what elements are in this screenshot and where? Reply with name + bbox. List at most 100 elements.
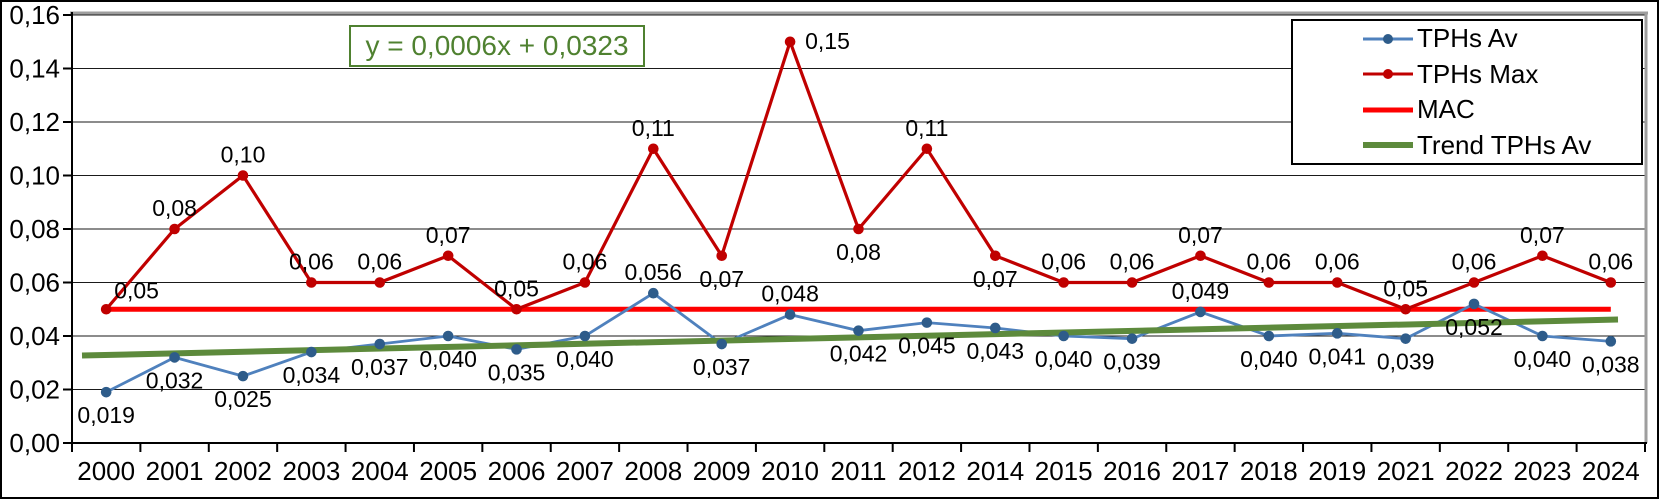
tphs-av-data-label: 0,019 [77, 402, 135, 428]
tphs-av-point [1468, 298, 1480, 310]
tphs-max-data-label: 0,08 [836, 239, 881, 265]
x-tick-label: 2016 [1103, 456, 1161, 486]
tphs-max-point [579, 277, 591, 288]
tphs-max-point [511, 303, 522, 315]
tphs-max-point [989, 250, 1001, 262]
tphs-max-point [237, 170, 249, 181]
x-tick-label: 2015 [1035, 456, 1093, 486]
tphs-max-data-label: 0,05 [494, 275, 539, 301]
tphs-av-point [511, 344, 522, 355]
y-tick-label: 0,08 [9, 214, 60, 244]
legend-item-mac: MAC [1362, 94, 1641, 125]
legend-label-trend-tphs-av: Trend TPHs Av [1417, 129, 1592, 160]
x-tick-label: 2014 [966, 456, 1024, 486]
tphs-max-data-label: 0,07 [699, 266, 744, 292]
legend-item-trend-tphs-av: Trend TPHs Av [1362, 130, 1641, 160]
tphs-av-data-label: 0,034 [283, 362, 341, 388]
tphs-max-point [1195, 250, 1206, 262]
tphs-av-point [169, 352, 180, 363]
tphs-av-point [784, 309, 796, 320]
tphs-max-data-label: 0,06 [1588, 249, 1633, 275]
tphs-av-data-label: 0,041 [1308, 343, 1366, 369]
tphs-max-point [853, 223, 864, 235]
tphs-max-point [306, 277, 317, 288]
tphs-av-data-label: 0,056 [625, 259, 683, 285]
tphs-av-point [442, 330, 454, 342]
tphs-max-data-label: 0,08 [152, 195, 197, 221]
tphs-max-point [374, 277, 386, 288]
tphs-av-data-label: 0,045 [898, 333, 956, 359]
tphs-av-point [1126, 333, 1138, 344]
legend-sample-mac [1363, 107, 1413, 113]
tphs-max-point [716, 250, 728, 262]
legend-label-tphs-max: TPHs Max [1417, 58, 1539, 89]
x-tick-label: 2001 [146, 456, 204, 486]
tphs-max-point [648, 143, 659, 155]
tphs-av-data-label: 0,032 [146, 367, 204, 393]
tphs-av-point [1331, 328, 1343, 339]
tphs-max-data-label: 0,06 [1246, 249, 1291, 275]
y-tick-label: 0,12 [9, 107, 60, 137]
tphs-max-point [1058, 277, 1069, 288]
tphs-max-data-label: 0,07 [1178, 222, 1223, 248]
tphs-max-point [1331, 277, 1343, 288]
x-tick-label: 2004 [351, 456, 409, 486]
tphs-av-point [1605, 336, 1617, 347]
legend-sample-tphs-av [1363, 33, 1413, 44]
x-tick-label: 2023 [1513, 456, 1571, 486]
tphs-max-point [1468, 277, 1480, 288]
tphs-max-point [100, 303, 112, 315]
tphs-max-data-label: 0,07 [426, 222, 471, 248]
y-tick-label: 0,10 [9, 161, 60, 191]
tphs-av-data-label: 0,040 [1240, 346, 1298, 372]
y-tick-label: 0,14 [9, 54, 60, 84]
tphs-av-data-label: 0,040 [1035, 346, 1093, 372]
x-tick-label: 2019 [1308, 456, 1366, 486]
tphs-av-point [579, 330, 591, 342]
trend-line [81, 316, 1619, 359]
tphs-av-point [1058, 330, 1069, 342]
tphs-max-data-label: 0,06 [1041, 249, 1086, 275]
x-tick-label: 2009 [693, 456, 751, 486]
x-tick-label: 2011 [831, 456, 887, 486]
x-tick-label: 2002 [214, 456, 272, 486]
x-tick-label: 2005 [419, 456, 477, 486]
legend-sample-tphs-max [1363, 69, 1413, 80]
tphs-av-point [853, 325, 864, 336]
x-tick-label: 2018 [1240, 456, 1298, 486]
tphs-av-data-label: 0,035 [488, 359, 546, 385]
tphs-av-point [1195, 306, 1206, 318]
trendline-equation: y = 0,0006x + 0,0323 [349, 25, 645, 67]
tphs-max-data-label: 0,06 [289, 249, 334, 275]
y-tick-label: 0,04 [9, 321, 60, 351]
tphs-av-point [374, 338, 386, 350]
tphs-av-data-label: 0,037 [693, 354, 751, 380]
tphs-max-point [784, 36, 796, 48]
tphs-max-data-label: 0,05 [114, 277, 159, 303]
tphs-max-data-label: 0,07 [973, 266, 1018, 292]
x-tick-label: 2006 [488, 456, 546, 486]
y-tick-label: 0,00 [9, 428, 60, 458]
y-tick-label: 0,06 [9, 268, 60, 298]
tphs-av-data-label: 0,040 [1514, 346, 1572, 372]
tphs-max-data-label: 0,06 [563, 249, 608, 275]
tphs-max-data-label: 0,07 [1520, 222, 1565, 248]
tphs-av-data-label: 0,043 [967, 338, 1025, 364]
tphs-av-data-label: 0,037 [351, 354, 409, 380]
x-tick-label: 2008 [624, 456, 682, 486]
tphs-av-point [1400, 333, 1411, 344]
tphs-av-data-label: 0,038 [1582, 351, 1640, 377]
tphs-av-data-label: 0,039 [1377, 349, 1435, 375]
x-tick-label: 2012 [898, 456, 956, 486]
x-tick-label: 2017 [1172, 456, 1230, 486]
y-tick-label: 0,16 [9, 2, 60, 30]
tphs-max-data-label: 0,15 [805, 28, 850, 54]
tphs-av-data-label: 0,040 [556, 346, 614, 372]
x-tick-label: 2021 [1377, 456, 1435, 486]
tphs-av-point [648, 287, 659, 299]
tphs-av-point [1537, 330, 1548, 342]
legend-label-tphs-av: TPHs Av [1417, 23, 1518, 54]
tphs-av-data-label: 0,052 [1445, 314, 1503, 340]
tphs-av-point [921, 317, 933, 328]
